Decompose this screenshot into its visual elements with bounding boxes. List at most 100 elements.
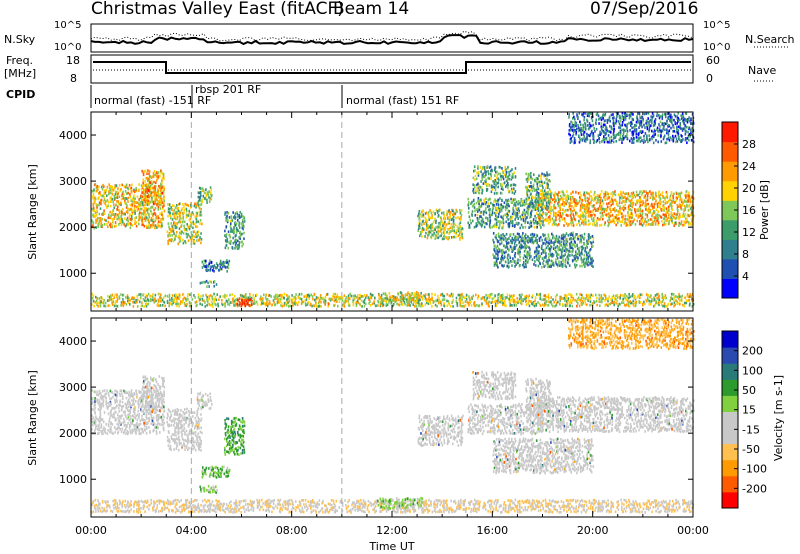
- scatter-cell: [577, 302, 579, 305]
- scatter-cell: [527, 296, 530, 299]
- scatter-cell: [595, 201, 598, 205]
- scatter-cell: [564, 197, 567, 200]
- scatter-cell: [195, 214, 198, 218]
- scatter-cell: [630, 209, 633, 212]
- scatter-cell: [148, 186, 151, 189]
- scatter-cell: [493, 180, 496, 184]
- scatter-cell: [123, 212, 125, 215]
- scatter-cell: [676, 207, 679, 211]
- scatter-cell: [634, 195, 637, 199]
- scatter-cell: [229, 235, 231, 239]
- scatter-cell: [645, 293, 648, 296]
- scatter-cell: [116, 196, 119, 200]
- scatter-cell: [417, 296, 420, 300]
- scatter-cell: [603, 208, 606, 211]
- scatter-cell: [655, 194, 658, 198]
- scatter-cell: [204, 280, 206, 284]
- scatter-cell: [589, 194, 591, 198]
- scatter-cell: [138, 218, 141, 221]
- scatter-cell: [552, 198, 554, 202]
- scatter-cell: [627, 194, 629, 198]
- scatter-cell: [443, 234, 446, 238]
- scatter-cell: [153, 185, 156, 189]
- scatter-cell: [541, 257, 544, 260]
- scatter-cell: [171, 229, 173, 233]
- scatter-cell: [586, 253, 588, 257]
- scatter-cell: [663, 217, 665, 220]
- scatter-cell: [547, 219, 549, 222]
- scatter-cell: [227, 230, 230, 234]
- scatter-cell: [135, 188, 137, 192]
- scatter-cell: [513, 259, 515, 263]
- scatter-cell: [226, 265, 229, 269]
- scatter-cell: [660, 208, 662, 211]
- scatter-cell: [448, 302, 450, 306]
- scatter-cell: [440, 234, 442, 237]
- scatter-cell: [506, 206, 508, 210]
- scatter-cell: [166, 230, 169, 234]
- scatter-cell: [174, 217, 177, 221]
- scatter-cell: [583, 257, 585, 261]
- scatter-cell: [162, 217, 165, 221]
- scatter-cell: [563, 254, 565, 258]
- scatter-cell: [404, 292, 407, 296]
- scatter-cell: [151, 225, 153, 229]
- scatter-cell: [238, 224, 240, 227]
- scatter-cell: [444, 220, 446, 224]
- scatter-cell: [424, 293, 427, 296]
- scatter-cell: [607, 299, 609, 303]
- power-scatter-cells: [91, 111, 695, 308]
- scatter-cell: [586, 211, 588, 214]
- scatter-cell: [505, 179, 507, 182]
- scatter-cell: [567, 224, 569, 227]
- scatter-cell: [501, 256, 504, 260]
- scatter-cell: [443, 214, 446, 218]
- scatter-cell: [221, 263, 224, 267]
- scatter-cell: [262, 300, 264, 303]
- scatter-cell: [508, 221, 511, 225]
- scatter-cell: [360, 299, 363, 302]
- scatter-cell: [125, 296, 127, 299]
- scatter-cell: [576, 233, 578, 236]
- scatter-cell: [547, 247, 550, 251]
- scatter-cell: [392, 297, 395, 300]
- scatter-cell: [657, 205, 660, 209]
- scatter-cell: [227, 302, 229, 306]
- scatter-cell: [163, 187, 166, 191]
- scatter-cell: [519, 255, 521, 259]
- scatter-cell: [243, 231, 245, 235]
- scatter-cell: [374, 296, 376, 300]
- scatter-cell: [520, 243, 522, 246]
- scatter-cell: [537, 209, 540, 212]
- scatter-cell: [343, 300, 345, 304]
- scatter-cell: [639, 196, 641, 199]
- scatter-cell: [168, 304, 170, 308]
- scatter-cell: [474, 174, 477, 178]
- scatter-cell: [515, 244, 518, 247]
- scatter-cell: [115, 215, 117, 218]
- scatter-cell: [639, 205, 641, 209]
- scatter-cell: [380, 298, 383, 302]
- scatter-cell: [185, 213, 188, 217]
- scatter-cell: [131, 198, 134, 201]
- scatter-cell: [450, 236, 453, 239]
- scatter-cell: [522, 237, 525, 240]
- scatter-cell: [430, 223, 432, 227]
- scatter-cell: [687, 213, 689, 217]
- scatter-cell: [365, 296, 367, 300]
- scatter-cell: [654, 294, 657, 297]
- scatter-cell: [680, 222, 682, 225]
- noise-left-tick-top: 10^5: [54, 20, 81, 31]
- scatter-cell: [492, 180, 494, 183]
- scatter-cell: [603, 195, 605, 199]
- scatter-cell: [496, 216, 498, 219]
- scatter-cell: [110, 198, 112, 201]
- scatter-cell: [539, 219, 541, 222]
- scatter-cell: [663, 305, 666, 308]
- scatter-cell: [684, 212, 687, 216]
- scatter-cell: [523, 265, 525, 269]
- scatter-cell: [531, 240, 533, 244]
- scatter-cell: [145, 198, 148, 202]
- scatter-cell: [154, 293, 157, 297]
- scatter-cell: [435, 230, 438, 234]
